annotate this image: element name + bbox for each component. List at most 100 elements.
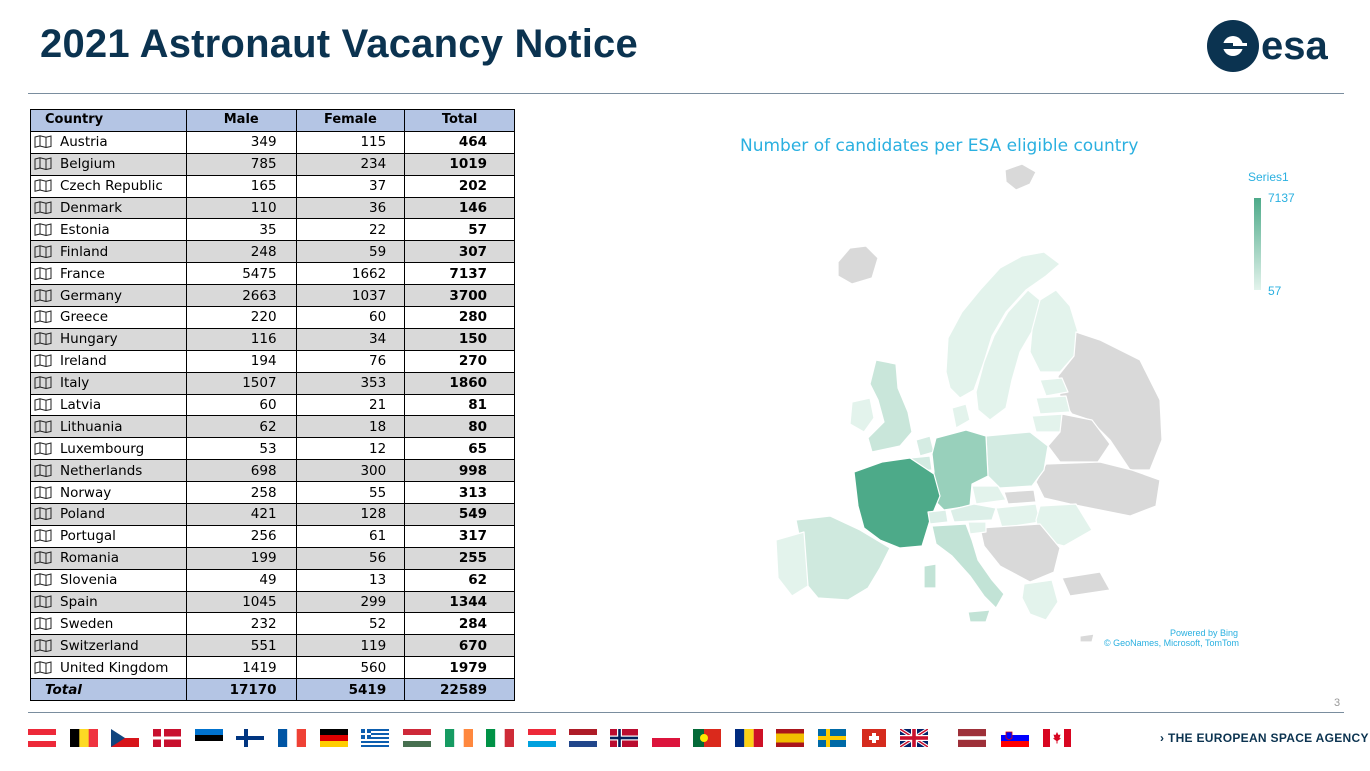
country-cell[interactable]: Switzerland bbox=[30, 634, 187, 658]
country-name: United Kingdom bbox=[60, 659, 169, 676]
flag-latvia bbox=[958, 729, 986, 747]
male-cell: 194 bbox=[185, 349, 297, 373]
country-cell[interactable]: United Kingdom bbox=[30, 656, 187, 680]
country-cell[interactable]: Czech Republic bbox=[30, 174, 187, 198]
country-cell[interactable]: Denmark bbox=[30, 196, 187, 220]
country-cell[interactable]: France bbox=[30, 262, 187, 286]
flag-switzerland bbox=[860, 729, 888, 747]
female-cell: 34 bbox=[295, 327, 406, 351]
female-cell: 37 bbox=[295, 174, 406, 198]
footer-divider bbox=[28, 712, 1344, 713]
male-cell: 349 bbox=[185, 130, 297, 154]
column-header-female: Female bbox=[295, 109, 406, 132]
europe-map[interactable] bbox=[640, 150, 1260, 660]
male-cell: 62 bbox=[185, 415, 297, 439]
flag-belgium bbox=[70, 729, 98, 747]
female-cell: 21 bbox=[295, 393, 406, 417]
table-row: Latvia 60 21 81 bbox=[30, 393, 515, 417]
country-cell[interactable]: Austria bbox=[30, 130, 187, 154]
page-title: 2021 Astronaut Vacancy Notice bbox=[40, 22, 638, 66]
total-cell: 270 bbox=[404, 349, 515, 373]
table-row: Lithuania 62 18 80 bbox=[30, 415, 515, 439]
country-cell[interactable]: Belgium bbox=[30, 152, 187, 176]
map-region-italy bbox=[931, 523, 1005, 609]
flag-germany bbox=[320, 729, 348, 747]
flag-ireland bbox=[445, 729, 473, 747]
country-cell[interactable]: Ireland bbox=[30, 349, 187, 373]
map-region-belarus bbox=[1047, 413, 1111, 463]
total-cell: 81 bbox=[404, 393, 515, 417]
male-cell: 1419 bbox=[185, 656, 297, 680]
map-region-turkey bbox=[1061, 571, 1111, 597]
country-cell[interactable]: Latvia bbox=[30, 393, 187, 417]
country-name: Spain bbox=[60, 594, 98, 611]
map-region-balkans bbox=[979, 523, 1061, 583]
map-icon bbox=[34, 442, 52, 455]
map-region-greece bbox=[1021, 579, 1059, 621]
female-cell: 36 bbox=[295, 196, 406, 220]
map-region-sicily bbox=[967, 609, 991, 623]
country-cell[interactable]: Luxembourg bbox=[30, 437, 187, 461]
column-header-male: Male bbox=[185, 109, 297, 132]
total-cell: 7137 bbox=[404, 262, 515, 286]
country-cell[interactable]: Norway bbox=[30, 481, 187, 505]
country-cell[interactable]: Sweden bbox=[30, 612, 187, 636]
country-cell[interactable]: Spain bbox=[30, 590, 187, 614]
page-number: 3 bbox=[1334, 697, 1341, 709]
map-icon bbox=[34, 288, 52, 302]
male-cell: 258 bbox=[185, 481, 297, 505]
map-region-czech-republic bbox=[971, 485, 1007, 505]
total-cell: 464 bbox=[404, 130, 515, 154]
country-cell[interactable]: Hungary bbox=[30, 327, 187, 351]
table-row: Luxembourg 53 12 65 bbox=[30, 437, 515, 461]
map-icon bbox=[34, 245, 52, 258]
female-cell: 22 bbox=[295, 218, 406, 242]
total-cell: 1979 bbox=[404, 656, 515, 680]
country-cell[interactable]: Slovenia bbox=[30, 568, 187, 592]
male-cell: 49 bbox=[185, 568, 297, 592]
male-cell: 110 bbox=[185, 196, 297, 220]
female-cell: 18 bbox=[295, 415, 406, 439]
map-icon bbox=[34, 485, 52, 499]
country-name: Norway bbox=[60, 484, 112, 501]
country-name: Lithuania bbox=[60, 418, 123, 435]
total-cell: 150 bbox=[404, 327, 515, 351]
country-cell[interactable]: Greece bbox=[30, 306, 187, 329]
total-cell: 1860 bbox=[404, 371, 515, 395]
country-name: Latvia bbox=[60, 397, 102, 414]
candidates-table: Country Male Female Total Austria 349 115 4… bbox=[30, 109, 515, 702]
country-cell[interactable]: Finland bbox=[30, 240, 187, 264]
map-region-slovakia bbox=[1003, 489, 1037, 505]
total-cell: 62 bbox=[404, 568, 515, 592]
map-region-estonia bbox=[1039, 377, 1069, 397]
country-name: Poland bbox=[60, 506, 106, 523]
country-cell[interactable]: Netherlands bbox=[30, 459, 187, 483]
map-region-sardinia bbox=[923, 563, 937, 589]
country-cell[interactable]: Poland bbox=[30, 503, 187, 526]
flag-italy bbox=[486, 729, 514, 747]
country-cell[interactable]: Estonia bbox=[30, 218, 187, 242]
country-cell[interactable]: Romania bbox=[30, 546, 187, 570]
table-total-row: Total 17170 5419 22589 bbox=[30, 678, 515, 702]
male-cell: 248 bbox=[185, 240, 297, 264]
country-cell[interactable]: Germany bbox=[30, 284, 187, 308]
map-icon bbox=[34, 179, 52, 193]
country-cell[interactable]: Lithuania bbox=[30, 415, 187, 439]
map-region-portugal bbox=[775, 531, 809, 597]
male-cell: 256 bbox=[185, 524, 297, 548]
map-region-iceland bbox=[837, 245, 879, 285]
country-cell[interactable]: Portugal bbox=[30, 524, 187, 548]
country-cell[interactable]: Italy bbox=[30, 371, 187, 395]
total-cell: 280 bbox=[404, 306, 515, 329]
table-row: France 5475 1662 7137 bbox=[30, 262, 515, 286]
country-name: Portugal bbox=[60, 528, 116, 545]
map-icon bbox=[34, 617, 52, 630]
country-name: Ireland bbox=[60, 353, 107, 370]
country-name: Netherlands bbox=[60, 462, 143, 479]
total-cell: 1344 bbox=[404, 590, 515, 614]
table-row: Netherlands 698 300 998 bbox=[30, 459, 515, 483]
country-name: Sweden bbox=[60, 615, 114, 632]
flag-luxembourg bbox=[528, 729, 556, 747]
table-row: Germany 2663 1037 3700 bbox=[30, 284, 515, 308]
male-cell: 698 bbox=[185, 459, 297, 483]
